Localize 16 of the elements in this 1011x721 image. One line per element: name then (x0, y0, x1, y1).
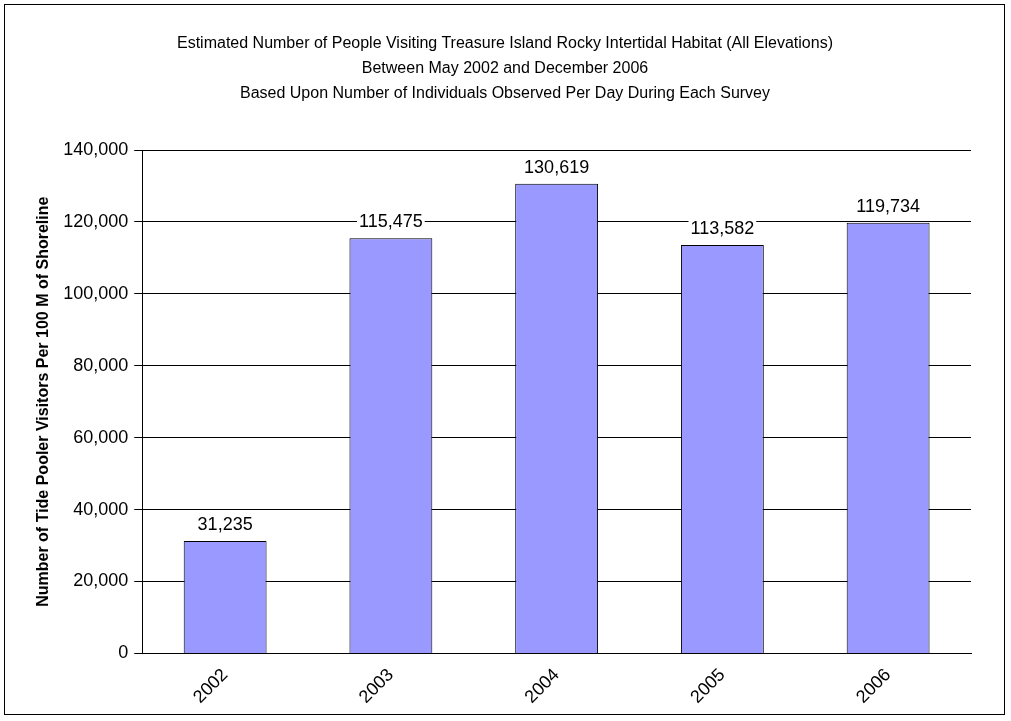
y-tick-label: 80,000 (73, 354, 129, 375)
y-tick-label: 140,000 (63, 138, 129, 159)
y-axis-title: Number of Tide Pooler Visitors Per 100 M of Shoreline (34, 196, 52, 607)
y-tick-label: 100,000 (63, 282, 129, 303)
y-tick-label: 40,000 (73, 498, 129, 519)
y-tick-label: 0 (118, 642, 129, 663)
y-tick-label: 120,000 (63, 210, 129, 231)
data-label: 31,235 (197, 514, 253, 535)
chart-subtitle: Based Upon Number of Individuals Observed Per Day During Each Survey (238, 83, 771, 103)
data-label: 115,475 (359, 211, 423, 232)
y-tick-label: 20,000 (73, 570, 129, 591)
chart-title: Estimated Number of People Visiting Treasure Island Rocky Intertidal Habitat (All Elevations) Between May 2002 and December 2006 (176, 33, 834, 78)
data-label: 113,582 (690, 217, 755, 238)
data-label: 130,619 (524, 156, 590, 177)
y-tick-label: 60,000 (73, 426, 129, 447)
data-label: 119,734 (856, 195, 920, 216)
